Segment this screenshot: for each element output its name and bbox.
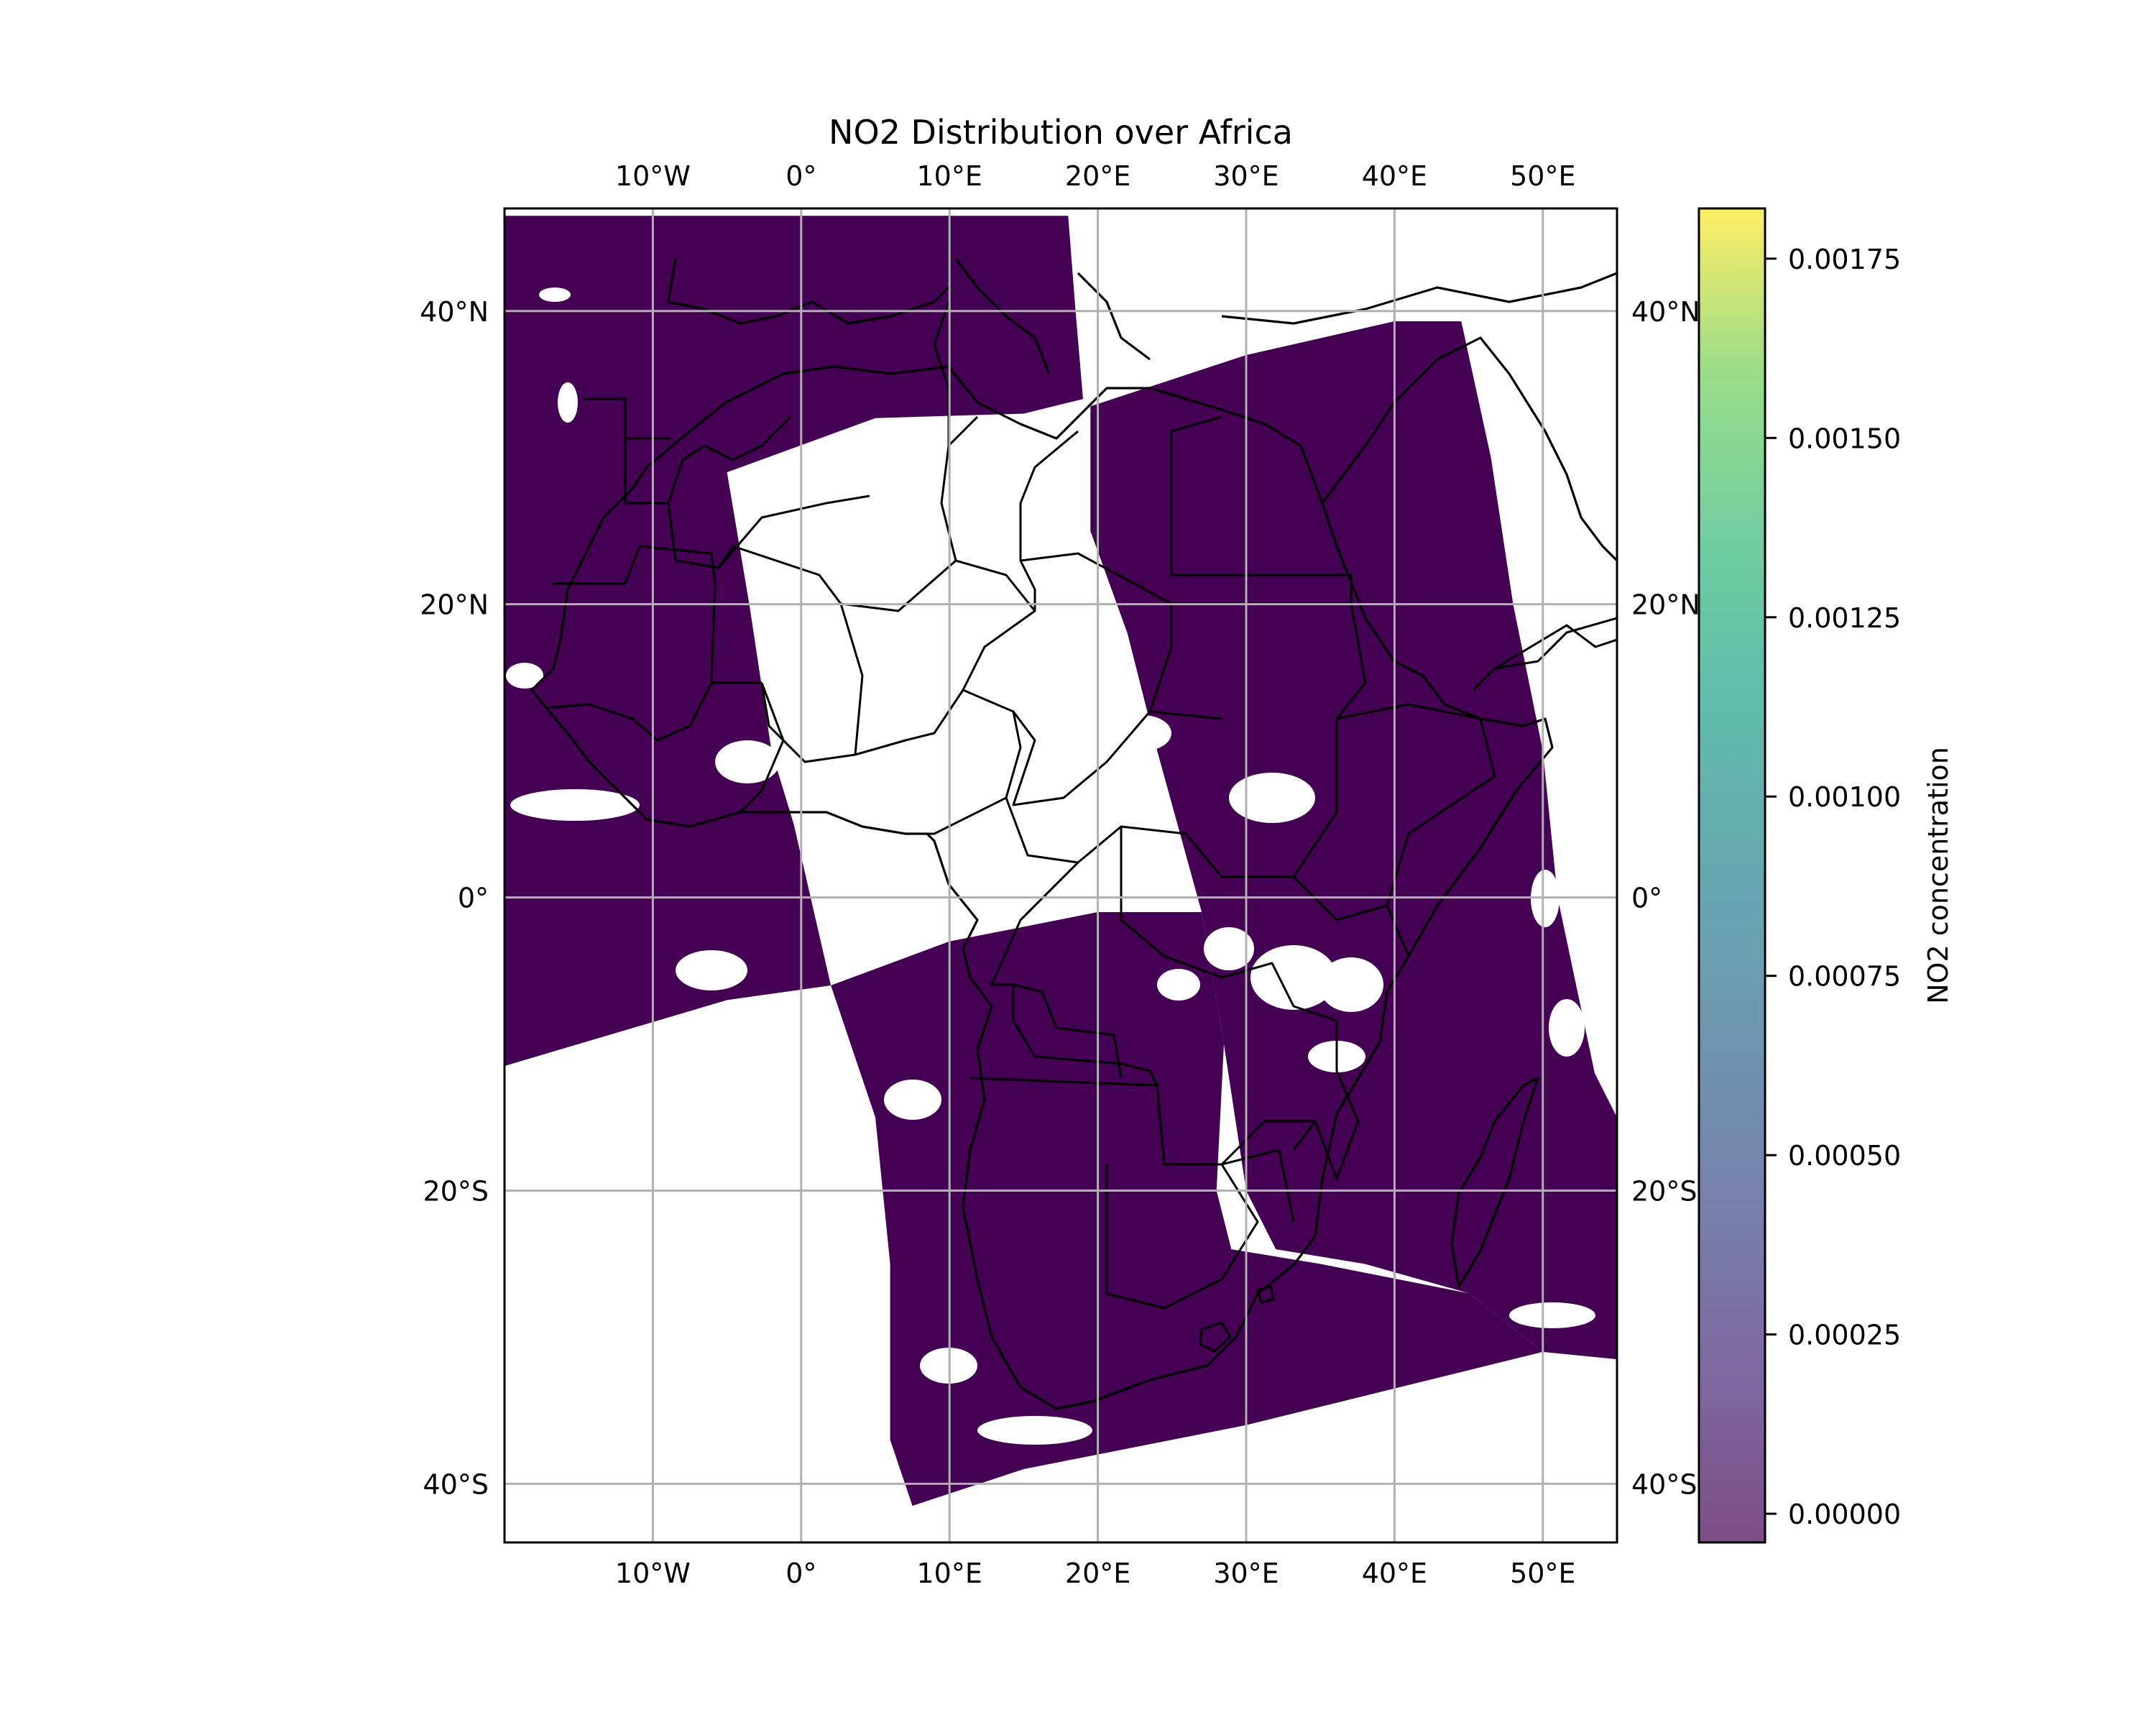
lat-tick-label-right: 20°S — [1631, 1176, 1697, 1208]
country-border — [1220, 1120, 1315, 1166]
balkans-coastline — [1077, 272, 1151, 361]
country-border — [1005, 797, 1223, 878]
country-border — [1222, 603, 1367, 878]
colorbar-gradient — [1699, 208, 1765, 1542]
no-data-patch — [1157, 969, 1200, 1000]
colorbar-label: NO2 concentration — [1922, 747, 1954, 1004]
tick-labels: 10°W 10°W 0° 0° 10°E 10°E 20°E 20°E 30°E 30°E 40°E… — [420, 160, 1700, 1589]
chart-title: NO2 Distribution over Africa — [829, 113, 1293, 152]
no-data-patch — [676, 950, 747, 990]
lat-tick-label-left: 0° — [458, 883, 489, 914]
no-data-patch — [510, 789, 640, 821]
no-data-patch — [715, 740, 780, 783]
anatolia-coastline — [1221, 272, 1617, 325]
africa-coastline — [530, 365, 1554, 1410]
country-border — [1336, 703, 1496, 906]
lon-tick-label-bottom: 10°E — [917, 1558, 982, 1589]
country-border — [1120, 827, 1337, 1022]
country-border — [990, 861, 1123, 1079]
no-data-patch — [1549, 999, 1585, 1057]
lat-tick-label-right: 0° — [1631, 883, 1662, 914]
west-swath — [505, 216, 1083, 1067]
east-swath — [1090, 321, 1617, 1360]
lat-tick-label-left: 20°N — [420, 589, 489, 621]
no-data-patch — [1229, 773, 1315, 823]
lon-tick-label-bottom: 10°W — [615, 1558, 691, 1589]
map-axes: 10°W 10°W 0° 0° 10°E 10°E 20°E 20°E 30°E 30°E 40°E… — [420, 160, 1700, 1589]
no-data-patch — [977, 1416, 1092, 1445]
lon-tick-label-bottom: 30°E — [1213, 1558, 1279, 1589]
colorbar-tick-label: 0.00025 — [1788, 1320, 1901, 1351]
country-border — [1012, 710, 1222, 806]
colorbar-ticks: 0.00000 0.00025 0.00050 0.00075 0.00100 0.001… — [1765, 244, 1901, 1530]
country-border — [1494, 624, 1617, 670]
colorbar-tick-label: 0.00175 — [1788, 244, 1901, 275]
lon-tick-label-top: 0° — [786, 160, 816, 192]
colorbar-tick-label: 0.00125 — [1788, 602, 1901, 634]
italy-coastline — [954, 258, 1051, 374]
lon-tick-label-top: 20°E — [1065, 160, 1130, 192]
lon-tick-label-bottom: 20°E — [1065, 1558, 1130, 1589]
colorbar-tick-label: 0.00000 — [1788, 1499, 1901, 1530]
no-data-patch — [558, 382, 578, 423]
no-data-patch — [1319, 957, 1383, 1012]
swath-layer — [505, 216, 1617, 1506]
no-data-patch — [1250, 945, 1337, 1010]
country-border — [717, 494, 870, 569]
lat-tick-label-right: 40°S — [1631, 1468, 1697, 1500]
madagascar-coastline — [1450, 1077, 1539, 1288]
lon-tick-label-bottom: 50°E — [1510, 1558, 1575, 1589]
lon-tick-label-top: 30°E — [1213, 160, 1279, 192]
country-border — [545, 682, 713, 742]
coastlines — [530, 258, 1617, 1410]
country-border — [1199, 1321, 1232, 1353]
country-border — [1105, 1164, 1259, 1310]
lon-tick-label-bottom: 0° — [786, 1558, 816, 1589]
colorbar-tick-label: 0.00100 — [1788, 781, 1901, 813]
lon-tick-label-top: 50°E — [1510, 160, 1575, 192]
country-borders — [545, 301, 1617, 1353]
country-border — [940, 415, 1036, 691]
country-border — [667, 415, 792, 504]
country-border — [760, 603, 864, 763]
lat-tick-label-right: 40°N — [1631, 296, 1700, 328]
no-data-patch — [1114, 715, 1171, 751]
no-data-patch — [884, 1080, 941, 1120]
lon-tick-label-top: 10°E — [917, 160, 982, 192]
lat-tick-label-right: 20°N — [1631, 589, 1700, 621]
country-border — [1472, 617, 1617, 691]
lon-tick-label-top: 10°W — [615, 160, 691, 192]
colorbar-frame — [1697, 207, 1766, 1544]
country-border — [1292, 1021, 1360, 1180]
gridlines — [505, 208, 1617, 1542]
colorbar-tick-label: 0.00075 — [1788, 961, 1901, 993]
lat-tick-label-left: 40°N — [420, 296, 489, 328]
arabia-coastline — [1321, 336, 1617, 562]
country-border — [739, 682, 785, 814]
no-data-patch — [1509, 1302, 1595, 1328]
no-data-patch — [506, 663, 543, 689]
lon-tick-label-top: 40°E — [1362, 160, 1427, 192]
lat-tick-label-left: 40°S — [423, 1468, 489, 1500]
no-data-gaps — [506, 288, 1595, 1445]
map-frame — [503, 207, 1618, 1544]
country-border — [1012, 985, 1158, 1086]
lat-tick-label-left: 20°S — [423, 1176, 489, 1208]
europe-coastline — [667, 258, 950, 325]
no-data-patch — [539, 288, 571, 302]
country-border — [1019, 552, 1173, 712]
country-border — [969, 1077, 1295, 1223]
country-border — [1019, 430, 1079, 561]
country-border — [584, 397, 671, 440]
colorbar-tick-label: 0.00050 — [1788, 1140, 1901, 1172]
colorbar: 0.00000 0.00025 0.00050 0.00075 0.00100 0.001… — [1697, 207, 1954, 1544]
no-data-patch — [1204, 927, 1254, 970]
central-swath — [831, 912, 1543, 1506]
colorbar-tick-label: 0.00150 — [1788, 423, 1901, 454]
lon-tick-label-bottom: 40°E — [1362, 1558, 1427, 1589]
